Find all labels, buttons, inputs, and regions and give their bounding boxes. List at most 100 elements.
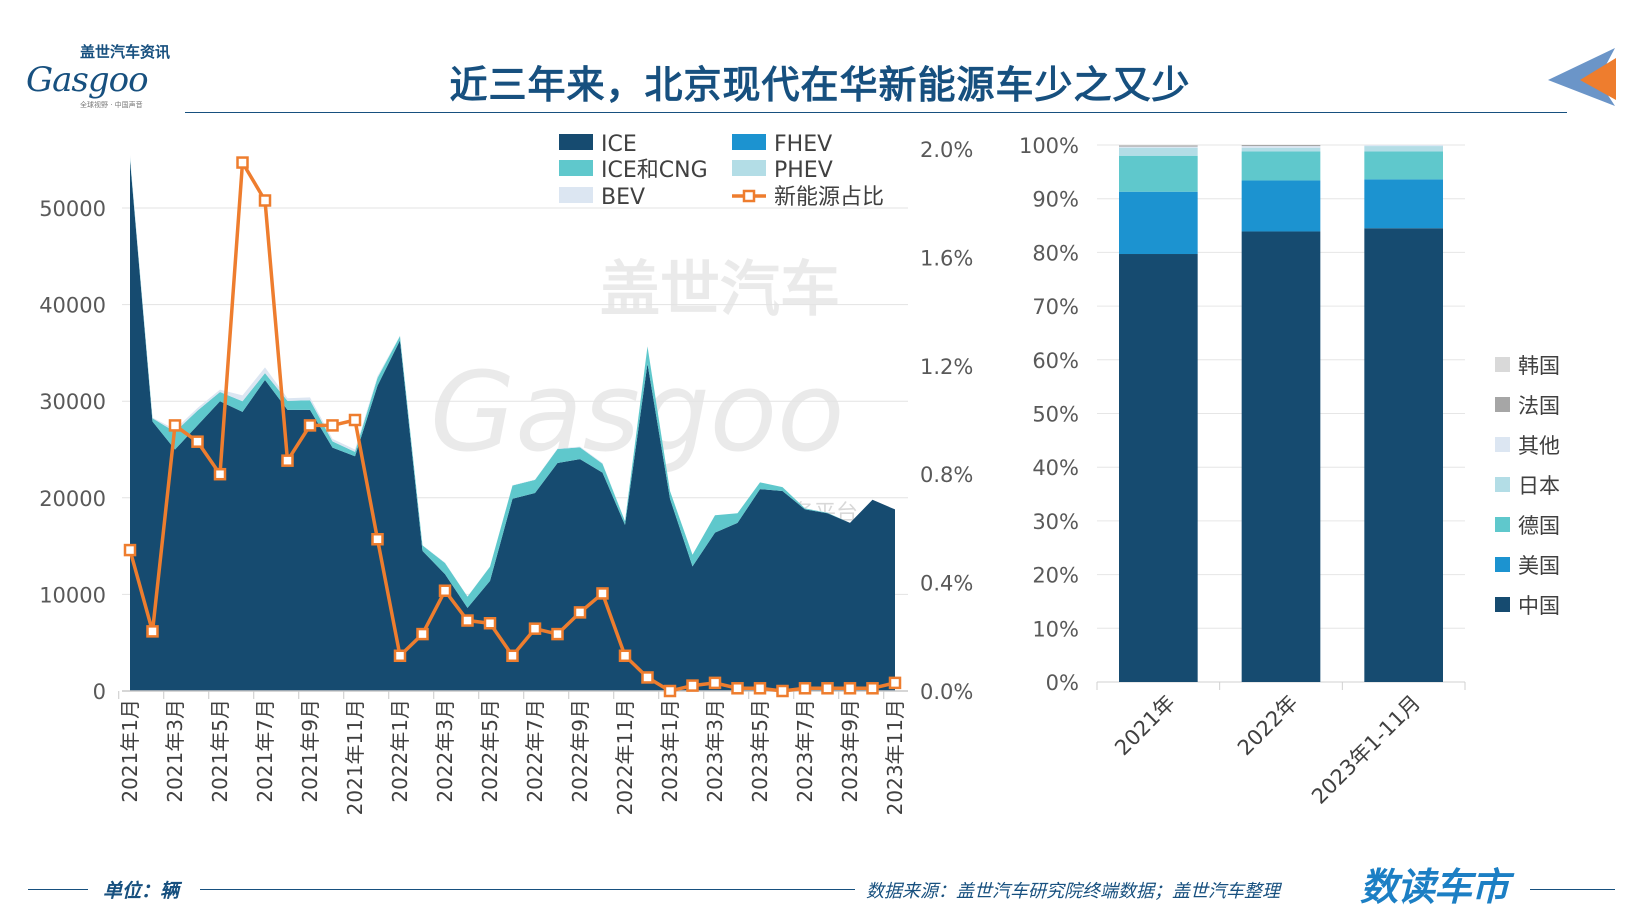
line-point <box>168 419 182 432</box>
data-source: 数据来源：盖世汽车研究院终端数据；盖世汽车整理 <box>866 881 1280 902</box>
legend-swatch-美国 <box>1495 557 1510 572</box>
line-point <box>798 682 812 695</box>
legend-label: 德国 <box>1518 514 1560 538</box>
y-left-tick-label: 0 <box>93 680 106 704</box>
x-tick-label: 2023年9月 <box>838 699 862 803</box>
line-point <box>753 682 767 695</box>
y-left-tick-label: 40000 <box>39 294 106 318</box>
legend-marker <box>742 189 756 203</box>
x-tick-label: 2023年3月 <box>703 699 727 803</box>
x-tick-label: 2021年9月 <box>298 699 322 803</box>
y-left-tick-label: 10000 <box>39 583 106 607</box>
y-tick-label: 20% <box>1032 564 1079 588</box>
line-point <box>573 606 587 619</box>
bar-segment-法国 <box>1241 145 1321 147</box>
x-tick-label: 2022年7月 <box>523 699 547 803</box>
line-point <box>371 532 384 546</box>
bar-segment-法国 <box>1119 145 1198 147</box>
legend-swatch-ICE <box>559 134 593 150</box>
bar-segment-其他 <box>1364 145 1443 147</box>
y-right-tick-label: 0.4% <box>920 572 973 596</box>
line-point <box>146 625 159 638</box>
x-tick-label: 2022年 <box>1233 691 1303 761</box>
x-tick-label: 2021年3月 <box>163 699 187 803</box>
legend-swatch-FHEV <box>732 134 766 150</box>
footer-divider <box>28 889 88 890</box>
bar-segment-其他 <box>1241 146 1321 148</box>
line-point <box>866 682 879 695</box>
legend-label: 日本 <box>1518 474 1560 498</box>
x-tick-label: 2021年 <box>1110 691 1180 761</box>
footer-divider <box>1530 889 1615 890</box>
line-point <box>483 617 497 630</box>
bar-segment-中国 <box>1241 231 1321 682</box>
y-tick-label: 80% <box>1032 241 1079 265</box>
unit-label: 单位：辆 <box>103 880 180 902</box>
x-tick-label: 2023年5月 <box>748 699 772 803</box>
legend-swatch-韩国 <box>1495 357 1510 372</box>
bar-segment-美国 <box>1119 191 1198 255</box>
watermark-cn: 盖世汽车 <box>600 255 840 325</box>
bar-segment-韩国 <box>1119 145 1198 146</box>
line-point <box>731 682 744 695</box>
logo-en: Gasgoo <box>26 60 149 100</box>
y-right-tick-label: 1.2% <box>920 355 973 379</box>
bar-segment-德国 <box>1364 151 1443 180</box>
line-point <box>843 682 857 695</box>
y-tick-label: 60% <box>1032 349 1079 373</box>
line-point <box>348 413 362 427</box>
y-right-tick-label: 1.6% <box>920 246 973 270</box>
y-tick-label: 40% <box>1032 456 1079 480</box>
line-point <box>191 435 204 448</box>
legend-swatch-德国 <box>1495 517 1510 532</box>
logo-tagline: 全球视野 · 中国声音 <box>80 101 143 109</box>
legend-label: 中国 <box>1518 594 1560 618</box>
arrow-decoration-icon <box>1548 48 1616 106</box>
legend-label: FHEV <box>774 132 832 157</box>
x-tick-label: 2022年1月 <box>388 699 412 803</box>
line-point <box>528 622 542 635</box>
legend-label: ICE和CNG <box>601 158 708 183</box>
legend-swatch-PHEV <box>732 160 766 176</box>
x-tick-label: 2021年1月 <box>118 699 142 803</box>
x-tick-label: 2023年1-11月 <box>1307 691 1425 809</box>
bar-segment-日本 <box>1364 146 1443 152</box>
line-point <box>438 584 452 597</box>
x-tick-label: 2021年11月 <box>343 699 367 815</box>
legend-swatch-BEV <box>559 187 593 203</box>
line-point <box>551 627 564 641</box>
line-point <box>708 676 722 690</box>
bar-segment-美国 <box>1364 179 1443 229</box>
y-tick-label: 50% <box>1032 403 1079 427</box>
bar-segment-德国 <box>1119 155 1198 192</box>
x-tick-label: 2023年11月 <box>883 699 907 815</box>
line-point <box>303 419 317 432</box>
line-point <box>506 649 519 663</box>
y-left-tick-label: 50000 <box>39 197 106 221</box>
y-right-tick-label: 0.8% <box>920 463 973 487</box>
y-tick-label: 10% <box>1032 617 1079 641</box>
legend-swatch-ICE和CNG <box>559 160 593 176</box>
x-tick-label: 2022年11月 <box>613 699 637 815</box>
line-point <box>281 454 294 467</box>
line-point <box>416 627 429 641</box>
y-right-tick-label: 0.0% <box>920 680 973 704</box>
y-right-tick-label: 2.0% <box>920 138 973 162</box>
y-tick-label: 30% <box>1032 510 1079 534</box>
line-point <box>213 467 227 481</box>
legend-label: BEV <box>601 185 645 210</box>
footer-divider <box>200 889 855 890</box>
x-tick-label: 2022年9月 <box>568 699 592 803</box>
legend-label: 其他 <box>1518 434 1560 458</box>
y-tick-label: 0% <box>1046 671 1079 695</box>
x-tick-label: 2022年5月 <box>478 699 502 803</box>
bar-segment-其他 <box>1119 146 1198 148</box>
y-left-tick-label: 30000 <box>39 390 106 414</box>
legend-label: 韩国 <box>1518 354 1560 378</box>
brand-logo: 数读车市 <box>1360 865 1509 909</box>
y-left-tick-label: 20000 <box>39 487 106 511</box>
y-tick-label: 90% <box>1032 188 1079 212</box>
y-tick-label: 100% <box>1019 134 1079 158</box>
page-title: 近三年来，北京现代在华新能源车少之又少 <box>449 63 1191 107</box>
line-point <box>461 614 474 627</box>
